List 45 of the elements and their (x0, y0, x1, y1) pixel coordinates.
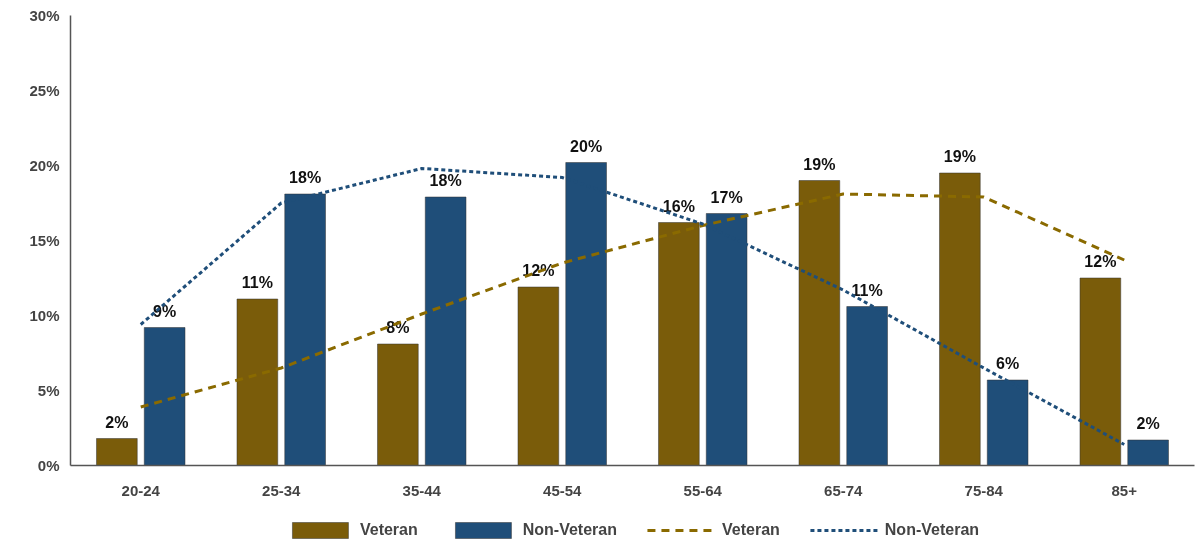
data-label: 12% (1084, 253, 1117, 270)
data-label: 11% (241, 274, 273, 291)
legend-label: Veteran (359, 521, 418, 539)
x-tick-label: 35-44 (402, 481, 442, 499)
legend-label: Non-Veteran (884, 521, 980, 539)
x-tick-label: 85+ (1111, 481, 1138, 499)
data-label: 18% (289, 169, 322, 186)
data-label: 11% (851, 281, 883, 299)
bar (658, 222, 700, 466)
legend-label: Veteran (722, 521, 780, 539)
data-label: 19% (943, 148, 976, 165)
bar (425, 196, 467, 466)
x-tick-label: 65-74 (824, 481, 864, 499)
x-tick-label: 55-64 (683, 481, 723, 499)
bar (96, 438, 138, 466)
data-label: 2% (1136, 415, 1160, 432)
legend-label: Non-Veteran (522, 521, 617, 539)
data-label: 18% (429, 172, 462, 189)
y-tick-label: 0% (37, 457, 60, 474)
y-tick-label: 5% (37, 382, 60, 399)
bar (236, 298, 278, 466)
bar (1079, 277, 1121, 466)
y-tick-label: 10% (29, 307, 60, 324)
y-tick-label: 30% (29, 7, 60, 24)
bar (517, 286, 559, 466)
data-label: 20% (570, 137, 603, 155)
line-series (139, 192, 1126, 409)
y-tick-label: 20% (29, 157, 60, 174)
data-label: 16% (662, 197, 695, 215)
bar (798, 180, 840, 466)
x-tick-label: 75-84 (964, 481, 1004, 499)
y-tick-label: 25% (29, 82, 60, 99)
bar (1127, 439, 1169, 466)
data-label: 17% (710, 188, 743, 206)
bar (377, 343, 419, 466)
data-label: 2% (105, 413, 129, 431)
x-tick-label: 25-34 (262, 481, 302, 499)
x-tick-label: 20-24 (121, 481, 161, 499)
y-tick-label: 15% (29, 232, 60, 249)
bar (144, 327, 186, 466)
x-tick-label: 45-54 (543, 481, 583, 499)
data-label: 19% (803, 155, 836, 173)
data-label: 6% (996, 355, 1020, 372)
data-label: 9% (153, 302, 177, 320)
bar (939, 172, 981, 466)
